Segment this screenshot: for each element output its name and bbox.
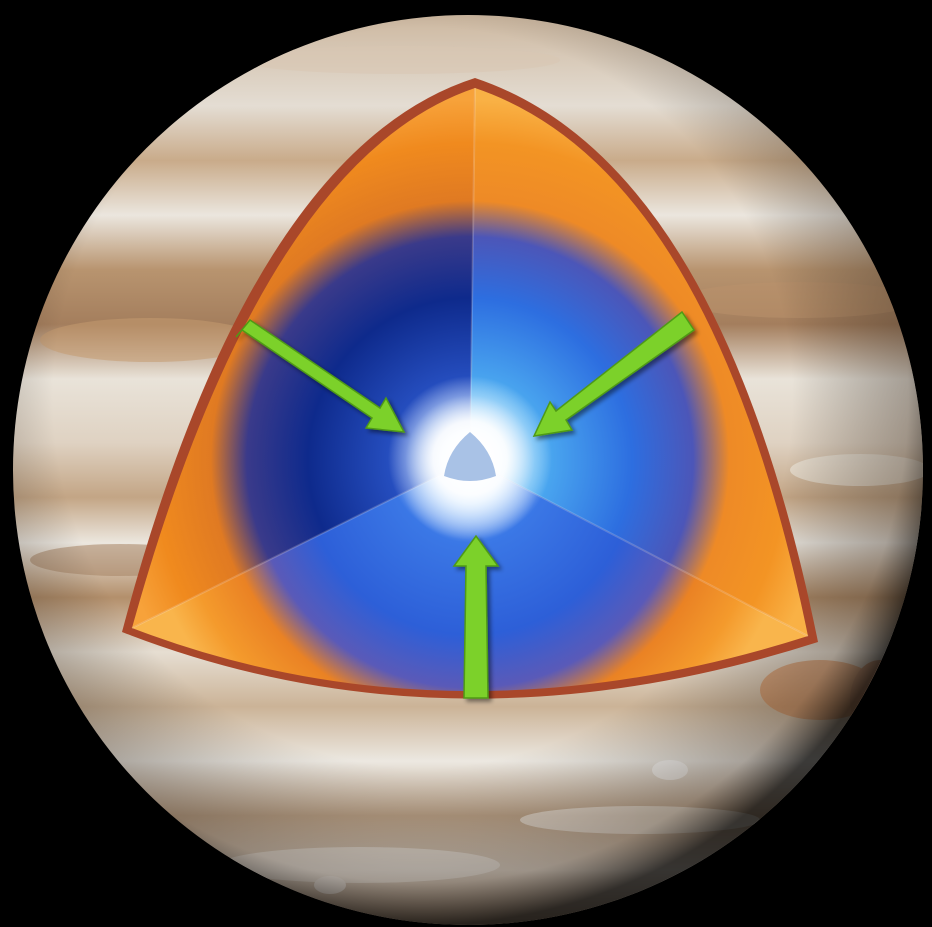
arrow-icon: [452, 534, 500, 699]
inward-arrows: [235, 310, 696, 699]
arrow-icon: [532, 310, 696, 437]
arrow-icon: [235, 318, 406, 433]
core-center: [444, 432, 496, 481]
